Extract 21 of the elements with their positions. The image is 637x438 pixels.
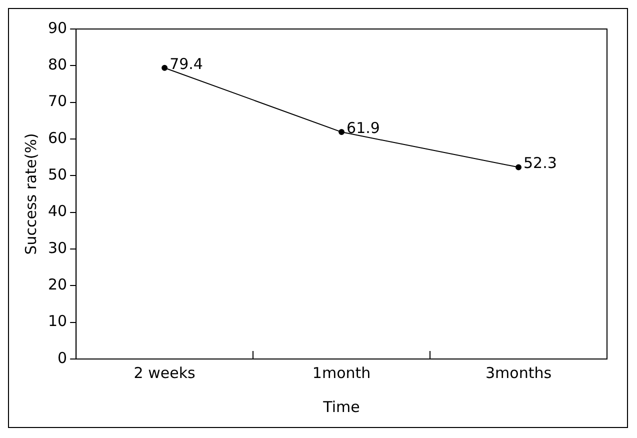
x-tick-label: 1month [312,364,371,382]
y-tick-label: 70 [48,92,68,110]
x-tick-label: 2 weeks [134,364,196,382]
y-tick-label: 80 [48,56,68,74]
y-tick-label: 90 [48,18,68,37]
y-tick-label: 50 [48,166,68,184]
y-tick-label: 10 [48,312,68,330]
data-label: 79.4 [170,54,203,73]
y-tick-label: 0 [58,348,68,367]
data-label: 61.9 [346,118,380,137]
y-tick-label: 60 [48,128,68,147]
x-axis-title: Time [322,398,360,416]
data-label: 52.3 [524,154,557,172]
point [338,129,345,136]
point [516,164,522,170]
y-tick-label: 40 [48,202,68,220]
point [162,64,168,71]
x-tick-label: 3months [485,364,552,382]
y-axis-title: Success rate(%) [22,133,40,255]
y-tick-label: 20 [48,276,68,294]
y-tick-label: 30 [48,238,68,257]
